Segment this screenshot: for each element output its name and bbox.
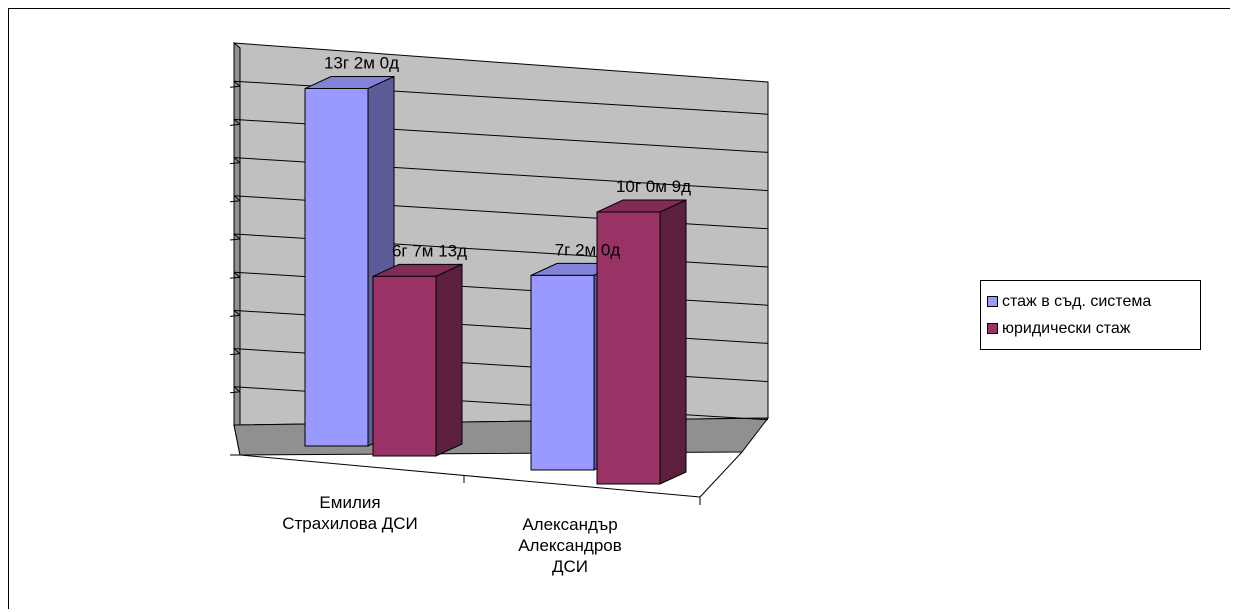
- legend-item-series-1: стаж в съд. система: [987, 288, 1194, 315]
- data-label-2-1: 6г 7м 13д: [392, 241, 467, 260]
- y-tick: [229, 353, 241, 356]
- chart-category-labels: Емилия Страхилова ДСИ Александър Александро…: [282, 493, 622, 576]
- chart-side-wall: [233, 41, 241, 456]
- legend-swatch-series-1: [987, 296, 998, 307]
- y-tick: [229, 314, 241, 317]
- gridline-side: [233, 310, 241, 316]
- chart-frame: [8, 8, 1230, 609]
- legend-label-series-2: юридически стаж: [1002, 319, 1131, 337]
- chart-floor-right-edge: [699, 451, 743, 498]
- gridline-side: [233, 80, 241, 87]
- bar-side-face: [435, 263, 463, 457]
- bar-front-face: [304, 88, 369, 447]
- bar-front-face: [596, 211, 661, 485]
- legend-item-series-2: юридически стаж: [987, 315, 1194, 342]
- gridline-side: [233, 386, 241, 393]
- data-label-2-2: 10г 0м 9д: [616, 177, 691, 196]
- legend-label-series-1: стаж в съд. система: [1002, 292, 1152, 310]
- chart-data-labels: 13г 2м 0д 7г 2м 0д 6г 7м 13д 10г 0м 9д: [324, 54, 691, 261]
- chart-bars: [304, 75, 687, 485]
- chart-floor-front-edge: [239, 454, 701, 498]
- gridline-side: [233, 157, 241, 163]
- y-tick: [229, 391, 241, 394]
- y-tick: [229, 200, 241, 203]
- chart-legend: стаж в съд. система юридически стаж: [980, 280, 1201, 350]
- gridline-side: [233, 119, 241, 125]
- bar-front-face: [530, 274, 595, 471]
- category-label-2: Александър Александров ДСИ: [518, 515, 622, 576]
- y-tick: [229, 276, 241, 279]
- bar-side-face: [659, 199, 687, 485]
- bar-front-face: [372, 275, 437, 457]
- data-label-1-2: 7г 2м 0д: [555, 240, 621, 259]
- bar-2-2: [596, 199, 687, 485]
- y-tick: [229, 162, 241, 165]
- gridline-side: [233, 271, 241, 278]
- y-tick: [229, 238, 241, 241]
- gridline-side: [233, 195, 241, 202]
- gridline-side: [233, 233, 241, 240]
- y-tick: [229, 85, 241, 88]
- data-label-1-1: 13г 2м 0д: [324, 54, 399, 73]
- gridline-side: [233, 348, 241, 354]
- legend-swatch-series-2: [987, 323, 998, 334]
- category-label-1: Емилия Страхилова ДСИ: [282, 493, 418, 533]
- y-tick: [229, 123, 241, 126]
- bar-2-1: [372, 263, 463, 457]
